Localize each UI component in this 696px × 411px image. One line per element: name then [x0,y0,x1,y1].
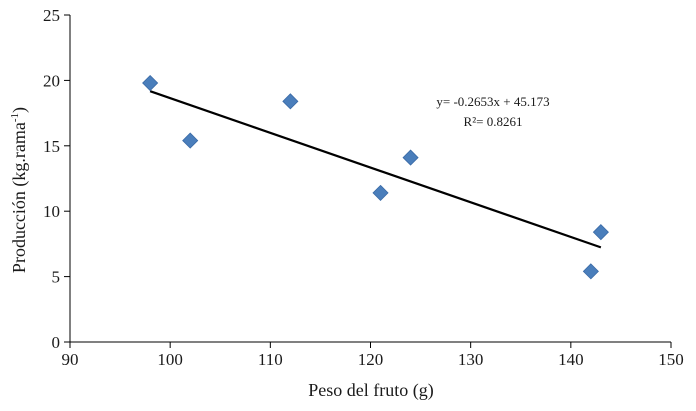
y-axis-title-superscript: -1 [9,113,21,122]
x-tick-label: 120 [358,350,384,369]
y-tick-label: 15 [43,137,60,156]
r-squared-label: R²= 0.8261 [464,114,523,129]
data-point [182,132,199,149]
y-axis-title: Producción (kg.rama-1) [9,107,30,273]
axes: 0 5 10 15 20 25 90 100 110 120 130 140 150 [43,6,684,369]
x-tick-label: 110 [258,350,283,369]
y-tick-label: 25 [43,6,60,25]
data-point [142,74,159,92]
data-point [372,184,389,201]
x-tick-label: 140 [558,350,584,369]
data-point [592,224,609,241]
y-tick-label: 20 [43,71,60,90]
data-point [282,93,299,110]
y-tick-label: 5 [52,268,61,287]
x-tick-label: 130 [458,350,484,369]
y-tick-label: 10 [43,202,60,221]
data-point [582,263,599,280]
trendline [149,90,602,249]
x-axis-title: Peso del fruto (g) [308,380,433,401]
x-tick-label: 150 [658,350,684,369]
y-axis-title-main: Producción (kg.rama [9,122,30,273]
x-tick-label: 100 [157,350,183,369]
trendline-group [149,90,602,249]
data-point [402,149,419,166]
markers-group [142,74,609,280]
y-axis-title-close: ) [9,107,30,113]
x-tick-label: 90 [62,350,79,369]
y-tick-label: 0 [52,333,61,352]
trendline-equation: y= -0.2653x + 45.173 [436,94,549,109]
